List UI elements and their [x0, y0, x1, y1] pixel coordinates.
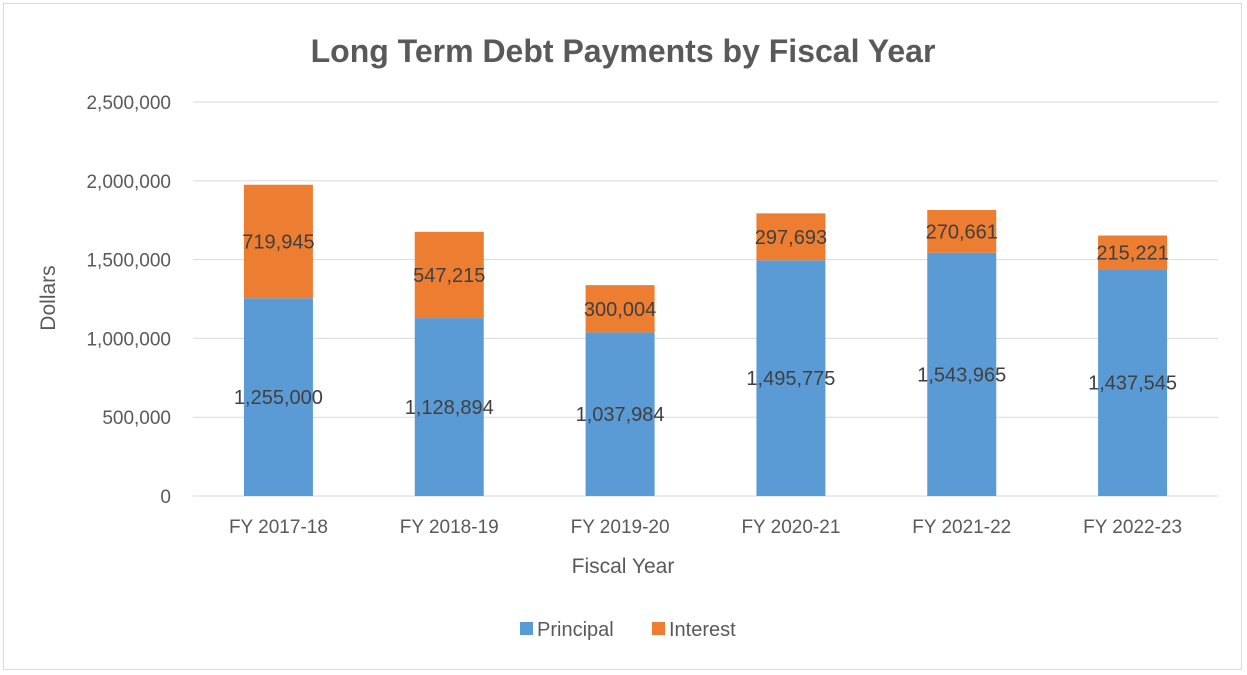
- x-tick-label: FY 2017-18: [229, 517, 328, 538]
- data-label-interest: 300,004: [584, 299, 656, 321]
- data-label-interest: 297,693: [755, 227, 827, 249]
- y-tick-label: 500,000: [102, 408, 171, 429]
- legend-label: Interest: [669, 619, 736, 641]
- x-axis-title: Fiscal Year: [572, 555, 675, 578]
- data-labels: 1,255,000 719,945 1,128,894 547,215 1,037,98…: [234, 221, 1177, 426]
- data-label-principal: 1,255,000: [234, 387, 323, 409]
- y-tick-label: 2,500,000: [86, 93, 171, 114]
- data-label-interest: 215,221: [1096, 242, 1168, 264]
- legend-label: Principal: [537, 619, 614, 641]
- x-tick-label: FY 2020-21: [741, 517, 840, 538]
- legend[interactable]: Principal Interest: [520, 619, 736, 641]
- legend-item-principal[interactable]: Principal: [520, 619, 614, 641]
- y-tick-label: 0: [160, 487, 171, 508]
- bar-interest: [243, 184, 313, 299]
- x-tick-label: FY 2018-19: [400, 517, 499, 538]
- data-label-interest: 547,215: [413, 265, 485, 287]
- x-tick-label: FY 2019-20: [571, 517, 670, 538]
- x-tick-label: FY 2022-23: [1083, 517, 1182, 538]
- data-label-interest: 719,945: [242, 231, 314, 253]
- y-tick-labels: 0 500,000 1,000,000 1,500,000 2,000,000 2,500…: [86, 93, 171, 508]
- bar-principal: [243, 298, 313, 496]
- y-axis-title: Dollars: [37, 265, 60, 330]
- data-label-principal: 1,495,775: [746, 368, 835, 390]
- bar-interest: [756, 213, 826, 261]
- x-tick-labels: FY 2017-18 FY 2018-19 FY 2019-20 FY 2020-21…: [229, 517, 1182, 538]
- legend-swatch: [520, 622, 533, 635]
- bar-principal: [1098, 269, 1168, 496]
- data-label-principal: 1,037,984: [576, 404, 665, 426]
- bars: [243, 184, 1168, 496]
- data-label-interest: 270,661: [926, 221, 998, 243]
- y-tick-label: 1,000,000: [86, 329, 171, 350]
- y-tick-label: 1,500,000: [86, 251, 171, 272]
- y-tick-label: 2,000,000: [86, 172, 171, 193]
- legend-swatch: [652, 622, 665, 635]
- gridlines: [193, 101, 1218, 497]
- bar-interest: [1098, 235, 1168, 270]
- data-label-principal: 1,128,894: [405, 397, 494, 419]
- data-label-principal: 1,543,965: [917, 364, 1006, 386]
- data-label-principal: 1,437,545: [1088, 373, 1177, 395]
- x-tick-label: FY 2021-22: [912, 517, 1011, 538]
- bar-principal: [756, 260, 826, 496]
- bar-principal: [414, 318, 484, 496]
- bar-interest: [927, 210, 997, 253]
- bar-principal: [927, 252, 997, 496]
- bar-principal: [585, 332, 655, 496]
- bar-interest: [414, 231, 484, 319]
- legend-item-interest[interactable]: Interest: [652, 619, 736, 641]
- chart-title: Long Term Debt Payments by Fiscal Year: [311, 33, 936, 69]
- bar-interest: [585, 285, 655, 333]
